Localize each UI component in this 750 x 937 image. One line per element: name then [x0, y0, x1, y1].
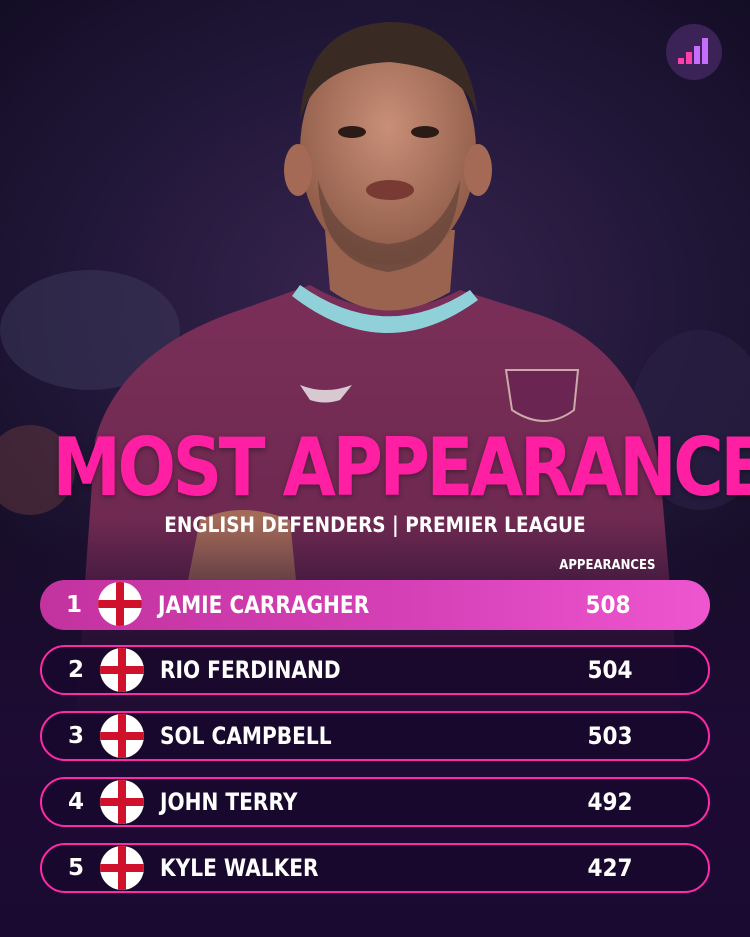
player-name: SOL CAMPBELL — [160, 722, 332, 750]
ranking-row-2: 2 RIO FERDINAND 504 — [40, 645, 710, 695]
appearances-value: 427 — [587, 854, 633, 882]
rank-number: 1 — [65, 592, 82, 618]
rank-number: 4 — [67, 789, 84, 815]
bar-chart-logo-icon — [678, 38, 708, 64]
rank-number: 3 — [67, 723, 84, 749]
player-name: JAMIE CARRAGHER — [158, 591, 370, 619]
page-title: MOST APPEARANCES — [52, 421, 750, 514]
player-name: JOHN TERRY — [160, 788, 298, 816]
appearances-column-header: APPEARANCES — [559, 558, 656, 573]
appearances-value: 503 — [587, 722, 633, 750]
england-flag-icon — [100, 780, 144, 824]
england-flag-icon — [100, 648, 144, 692]
ranking-row-4: 4 JOHN TERRY 492 — [40, 777, 710, 827]
page-subtitle: ENGLISH DEFENDERS | PREMIER LEAGUE — [164, 513, 586, 537]
ranking-row-1: 1 JAMIE CARRAGHER 508 — [40, 580, 710, 630]
appearances-value: 508 — [585, 591, 631, 619]
player-name: RIO FERDINAND — [160, 656, 341, 684]
appearances-value: 504 — [587, 656, 633, 684]
rank-number: 2 — [67, 657, 84, 683]
ranking-row-3: 3 SOL CAMPBELL 503 — [40, 711, 710, 761]
brand-logo — [666, 24, 722, 80]
ranking-row-5: 5 KYLE WALKER 427 — [40, 843, 710, 893]
england-flag-icon — [100, 714, 144, 758]
appearances-value: 492 — [587, 788, 633, 816]
rank-number: 5 — [67, 855, 84, 881]
england-flag-icon — [100, 846, 144, 890]
england-flag-icon — [98, 582, 142, 626]
player-name: KYLE WALKER — [160, 854, 319, 882]
